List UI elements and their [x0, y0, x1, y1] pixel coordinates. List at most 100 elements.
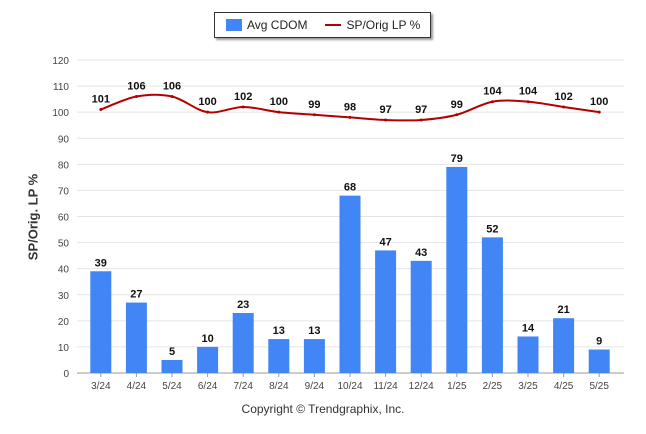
bar-value-label: 9: [596, 336, 602, 348]
line-value-label: 102: [234, 91, 252, 103]
bar: [517, 336, 539, 373]
y-tick-label: 120: [52, 56, 69, 67]
y-tick-label: 10: [58, 343, 70, 354]
bar-value-label: 21: [557, 304, 569, 316]
bar: [232, 313, 254, 373]
line-value-label: 100: [198, 96, 216, 108]
line-series: [99, 93, 601, 122]
line-point: [562, 105, 566, 109]
line-value-label: 97: [379, 104, 391, 116]
x-tick-label: 4/25: [554, 381, 574, 392]
legend-item-sp-orig-lp[interactable]: SP/Orig LP %: [307, 18, 420, 32]
bar: [553, 318, 575, 373]
line-value-label: 102: [554, 91, 572, 103]
bar: [588, 349, 610, 373]
bar: [410, 260, 432, 373]
bar-data-labels: 39 27 5 10 23 13 13 68 47 43 79 52 14 21 9: [95, 153, 603, 358]
line-value-label: 101: [92, 94, 110, 106]
y-tick-label: 40: [58, 265, 70, 276]
line-point: [241, 105, 245, 109]
line-point: [312, 113, 316, 117]
line-point: [99, 108, 103, 112]
line-value-label: 104: [483, 86, 502, 98]
y-tick-label: 20: [58, 317, 70, 328]
bar: [375, 250, 397, 373]
line-value-label: 97: [415, 104, 427, 116]
bar-value-label: 52: [486, 223, 498, 235]
line-data-labels: 101 106 106 100 102 100 99 98 97 97 99 104 104 102 100: [92, 81, 609, 116]
x-tick-label: 9/24: [305, 381, 325, 392]
y-axis-title: SP/Orig. LP %: [25, 173, 41, 261]
y-tick-label: 80: [58, 160, 70, 171]
legend-bar-label: Avg CDOM: [247, 18, 308, 32]
line-value-label: 106: [127, 81, 145, 93]
x-tick-label: 12/24: [409, 381, 434, 392]
x-tick-label: 4/24: [127, 381, 147, 392]
bar-value-label: 68: [344, 182, 356, 194]
bar-series: [90, 166, 610, 373]
legend-line-swatch: [325, 24, 342, 26]
bar-value-label: 13: [273, 325, 285, 337]
legend-bar-swatch: [226, 19, 242, 31]
y-tick-label: 30: [58, 291, 70, 302]
line-value-label: 98: [344, 101, 356, 113]
bar: [446, 166, 468, 373]
line-point: [455, 113, 459, 117]
y-tick-label: 90: [58, 134, 70, 145]
bar: [303, 339, 325, 373]
x-tick-label: 2/25: [483, 381, 503, 392]
line-point: [348, 115, 352, 119]
y-tick-label: 60: [58, 213, 70, 224]
y-tick-label: 70: [58, 186, 70, 197]
legend-line-label: SP/Orig LP %: [346, 18, 421, 32]
bar: [125, 302, 147, 373]
y-axis: 0 10 20 30 40 50 60 70 80 90 100 110 120: [52, 56, 69, 380]
line-value-label: 100: [270, 96, 288, 108]
line-value-label: 99: [451, 99, 463, 111]
line-value-label: 99: [308, 99, 320, 111]
bar: [90, 271, 112, 373]
legend: Avg CDOM SP/Orig LP %: [214, 12, 431, 38]
bar-value-label: 10: [201, 333, 213, 345]
bar-value-label: 23: [237, 299, 249, 311]
bar-value-label: 79: [451, 153, 463, 165]
bar-value-label: 47: [379, 236, 391, 248]
bar: [339, 195, 361, 373]
bar: [481, 237, 503, 373]
x-tick-label: 3/24: [91, 381, 111, 392]
bar: [268, 339, 290, 373]
line-point: [206, 110, 210, 114]
x-axis: 3/24 4/24 5/24 6/24 7/24 8/24 9/24 10/24 11/24 12…: [91, 373, 609, 392]
y-tick-label: 0: [63, 369, 69, 380]
line-point: [277, 110, 281, 114]
x-tick-label: 8/24: [269, 381, 289, 392]
x-tick-label: 6/24: [198, 381, 218, 392]
x-tick-label: 7/24: [233, 381, 253, 392]
x-tick-label: 1/25: [447, 381, 467, 392]
line-point: [170, 95, 174, 99]
line-value-label: 100: [590, 96, 608, 108]
line-point: [384, 118, 388, 122]
line-point: [490, 100, 494, 104]
x-tick-label: 3/25: [518, 381, 538, 392]
y-tick-label: 100: [52, 108, 69, 119]
bar-value-label: 13: [308, 325, 320, 337]
line-value-label: 106: [163, 81, 181, 93]
x-tick-label: 10/24: [337, 381, 362, 392]
x-tick-label: 5/25: [589, 381, 609, 392]
line-point: [526, 100, 530, 104]
bar-value-label: 5: [169, 346, 175, 358]
line-point: [597, 110, 601, 114]
bar-value-label: 43: [415, 247, 427, 259]
y-tick-label: 110: [53, 82, 69, 93]
bar: [197, 346, 219, 373]
bar-value-label: 14: [522, 322, 535, 334]
x-tick-label: 5/24: [162, 381, 182, 392]
copyright-text: Copyright © Trendgraphix, Inc.: [241, 402, 405, 416]
legend-item-avg-cdom[interactable]: Avg CDOM: [215, 18, 307, 32]
bar-value-label: 39: [95, 257, 107, 269]
line-value-label: 104: [519, 86, 538, 98]
x-tick-label: 11/24: [373, 381, 398, 392]
bar-value-label: 27: [130, 289, 142, 301]
